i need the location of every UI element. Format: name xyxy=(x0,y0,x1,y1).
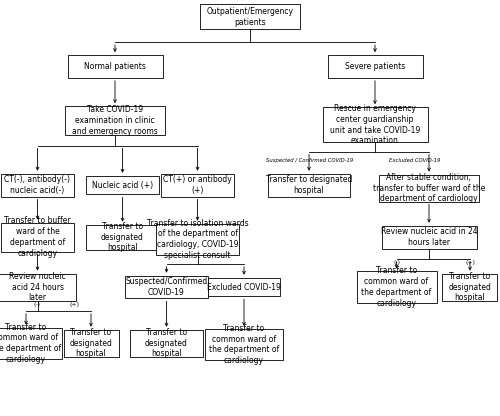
Text: Transfer to
common ward of
the department of
cardiology: Transfer to common ward of the departmen… xyxy=(0,322,61,364)
FancyBboxPatch shape xyxy=(64,329,118,357)
Text: Take COVID-19
examination in clinic
and emergency rooms: Take COVID-19 examination in clinic and … xyxy=(72,105,158,136)
Text: Transfer to
designated
hospital: Transfer to designated hospital xyxy=(101,222,144,253)
FancyBboxPatch shape xyxy=(86,176,159,194)
FancyBboxPatch shape xyxy=(328,55,422,78)
FancyBboxPatch shape xyxy=(382,225,476,248)
Text: Transfer to
common ward of
the department of
cardiology: Transfer to common ward of the departmen… xyxy=(209,324,279,365)
FancyBboxPatch shape xyxy=(356,271,436,302)
Text: Suspected / Confirmed COVID-19: Suspected / Confirmed COVID-19 xyxy=(266,158,354,163)
FancyBboxPatch shape xyxy=(0,274,76,300)
FancyBboxPatch shape xyxy=(208,278,280,296)
Text: (+): (+) xyxy=(70,302,80,307)
Text: CT(+) or antibody
(+): CT(+) or antibody (+) xyxy=(163,175,232,195)
Text: Suspected/Confirmed
COVID-19: Suspected/Confirmed COVID-19 xyxy=(126,277,208,297)
FancyBboxPatch shape xyxy=(442,274,498,300)
Text: (-): (-) xyxy=(33,302,40,307)
Text: Transfer to
designated
hospital: Transfer to designated hospital xyxy=(70,328,112,359)
Text: (+): (+) xyxy=(465,260,475,265)
Text: Transfer to
designated
hospital: Transfer to designated hospital xyxy=(448,272,492,302)
Text: Outpatient/Emergency
patients: Outpatient/Emergency patients xyxy=(206,7,294,27)
Text: Nucleic acid (+): Nucleic acid (+) xyxy=(92,181,153,190)
Text: Transfer to isolation wards
of the department of
cardiology, COVID-19
specialist: Transfer to isolation wards of the depar… xyxy=(146,218,248,260)
FancyBboxPatch shape xyxy=(379,175,479,201)
Text: Severe patients: Severe patients xyxy=(345,62,405,71)
FancyBboxPatch shape xyxy=(86,225,159,250)
FancyBboxPatch shape xyxy=(200,4,300,29)
Text: Transfer to buffer
ward of the
department of
cardiology: Transfer to buffer ward of the departmen… xyxy=(4,216,71,258)
FancyBboxPatch shape xyxy=(161,173,234,196)
FancyBboxPatch shape xyxy=(0,328,62,359)
Text: Review nucleic
acid 24 hours
later: Review nucleic acid 24 hours later xyxy=(9,272,66,302)
Text: (-): (-) xyxy=(393,260,400,265)
FancyBboxPatch shape xyxy=(206,329,283,360)
Text: Excluded COVID-19: Excluded COVID-19 xyxy=(390,158,440,163)
FancyBboxPatch shape xyxy=(68,55,162,78)
FancyBboxPatch shape xyxy=(125,276,208,299)
Text: Review nucleic acid in 24
hours later: Review nucleic acid in 24 hours later xyxy=(380,227,478,247)
FancyBboxPatch shape xyxy=(2,223,74,252)
Text: Rescue in emergency
center guardianship
unit and take COVID-19
examination: Rescue in emergency center guardianship … xyxy=(330,104,420,146)
FancyBboxPatch shape xyxy=(322,107,428,142)
FancyBboxPatch shape xyxy=(130,329,203,357)
FancyBboxPatch shape xyxy=(65,106,165,135)
FancyBboxPatch shape xyxy=(268,173,350,196)
Text: Transfer to
common ward of
the department of
cardiology: Transfer to common ward of the departmen… xyxy=(362,266,432,308)
FancyBboxPatch shape xyxy=(2,173,74,196)
Text: Normal patients: Normal patients xyxy=(84,62,146,71)
Text: Transfer to
designated
hospital: Transfer to designated hospital xyxy=(145,328,188,359)
Text: CT(-), antibody(-)
nucleic acid(-): CT(-), antibody(-) nucleic acid(-) xyxy=(4,175,70,195)
Text: Transfer to designated
hospital: Transfer to designated hospital xyxy=(266,175,352,195)
Text: After stable condition,
transfer to buffer ward of the
department of cardiology: After stable condition, transfer to buff… xyxy=(373,173,485,203)
FancyBboxPatch shape xyxy=(156,224,239,255)
Text: Excluded COVID-19: Excluded COVID-19 xyxy=(207,282,281,292)
